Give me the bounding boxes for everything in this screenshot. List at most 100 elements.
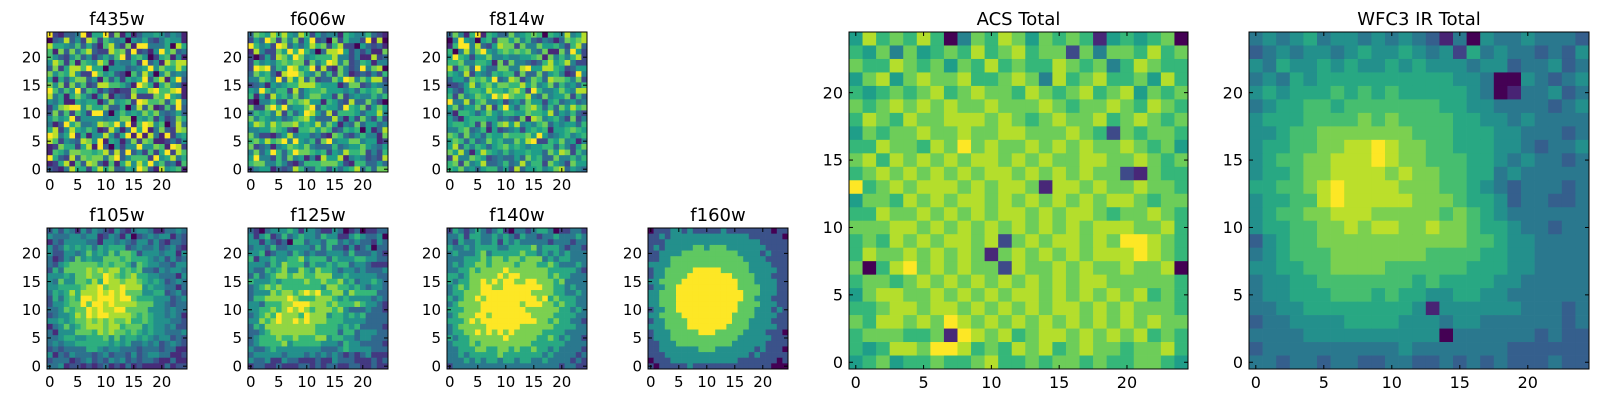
y-tick-label: 15 (223, 273, 242, 291)
heatmap-cell (114, 261, 121, 268)
heatmap-cell (371, 93, 378, 100)
heatmap-cell (108, 273, 115, 280)
heatmap-cell (91, 43, 98, 50)
heatmap-cell (570, 228, 577, 234)
x-tick-label: 0 (445, 176, 455, 194)
heatmap-cell (337, 104, 344, 111)
x-tick-label: 15 (524, 176, 543, 194)
heatmap-cell (108, 250, 115, 257)
heatmap-cell (1120, 112, 1135, 127)
heatmap-cell (664, 335, 671, 342)
heatmap-cell (264, 60, 271, 66)
heatmap-cell (159, 295, 165, 302)
heatmap-cell (1052, 85, 1067, 100)
heatmap-cell (971, 207, 985, 222)
heatmap-cell (469, 138, 476, 145)
heatmap-cell (248, 295, 254, 302)
heatmap-cell (309, 71, 316, 78)
heatmap-cell (276, 82, 282, 89)
heatmap-cell (292, 335, 299, 342)
heatmap-cell (69, 363, 76, 370)
heatmap-cell (760, 290, 766, 297)
heatmap-cell (304, 352, 310, 359)
heatmap-cell (309, 363, 316, 370)
heatmap-cell (270, 99, 277, 106)
heatmap-cell (681, 267, 688, 274)
heatmap-cell (270, 65, 277, 72)
heatmap-cell (382, 99, 389, 106)
heatmap-cell (276, 144, 282, 150)
heatmap-cell (52, 127, 59, 134)
heatmap-cell (86, 48, 93, 55)
heatmap-cell (326, 239, 333, 246)
heatmap-cell (320, 71, 327, 78)
heatmap-cell (1065, 85, 1080, 100)
heatmap-cell (270, 88, 277, 94)
heatmap-cell (748, 239, 755, 246)
heatmap-cell (1093, 207, 1107, 222)
heatmap-cell (1079, 99, 1094, 114)
heatmap-cell (69, 250, 76, 257)
heatmap-cell (760, 256, 766, 263)
heatmap-cell (559, 273, 565, 280)
heatmap-cell (480, 363, 487, 370)
heatmap-cell (58, 306, 65, 313)
heatmap-cell (737, 352, 744, 359)
heatmap-cell (525, 261, 532, 268)
heatmap-cell (343, 54, 350, 61)
heatmap-cell (559, 110, 565, 117)
heatmap-cell (862, 72, 877, 87)
heatmap-cell (91, 278, 98, 285)
heatmap-cell (1160, 193, 1175, 208)
heatmap-cell (503, 43, 509, 50)
heatmap-cell (463, 261, 470, 268)
heatmap-cell (287, 65, 294, 72)
heatmap-cell (720, 340, 727, 347)
heatmap-cell (743, 363, 750, 370)
heatmap-cell (458, 233, 465, 240)
heatmap-cell (575, 312, 582, 319)
heatmap-cell (486, 43, 493, 50)
heatmap-cell (575, 357, 582, 364)
heatmap-cell (136, 306, 143, 313)
heatmap-cell (480, 138, 487, 145)
heatmap-cell (170, 110, 177, 117)
heatmap-cell (531, 104, 537, 111)
heatmap-cell (519, 88, 526, 94)
heatmap-cell (147, 71, 154, 78)
heatmap-cell (253, 54, 260, 61)
heatmap-cell (69, 76, 76, 83)
heatmap-cell (480, 144, 487, 150)
heatmap-cell (458, 352, 465, 359)
heatmap-cell (525, 273, 532, 280)
heatmap-cell (332, 116, 338, 122)
heatmap-cell (281, 132, 288, 139)
heatmap-cell (726, 261, 733, 268)
heatmap-cell (315, 301, 322, 308)
heatmap-cell (659, 306, 666, 313)
heatmap-cell (164, 116, 171, 122)
heatmap-cell (175, 48, 182, 55)
heatmap-cell (332, 278, 338, 285)
heatmap-cell (164, 318, 171, 325)
heatmap-cell (365, 290, 372, 297)
heatmap-cell (80, 43, 87, 50)
heatmap-cell (570, 32, 577, 38)
heatmap-cell (542, 363, 549, 370)
heatmap-cell (108, 155, 115, 162)
heatmap-cell (382, 65, 389, 72)
heatmap-cell (508, 138, 515, 145)
heatmap-cell (292, 110, 299, 117)
heatmap-cell (670, 329, 677, 336)
heatmap-cell (153, 149, 160, 156)
heatmap-cell (1038, 99, 1053, 114)
heatmap-cell (508, 104, 515, 111)
heatmap-cell (653, 228, 660, 234)
heatmap-cell (164, 65, 171, 72)
heatmap-cell (287, 110, 294, 117)
heatmap-cell (348, 149, 355, 156)
heatmap-cell (709, 318, 716, 325)
heatmap-cell (475, 352, 481, 359)
heatmap-cell (147, 32, 154, 38)
